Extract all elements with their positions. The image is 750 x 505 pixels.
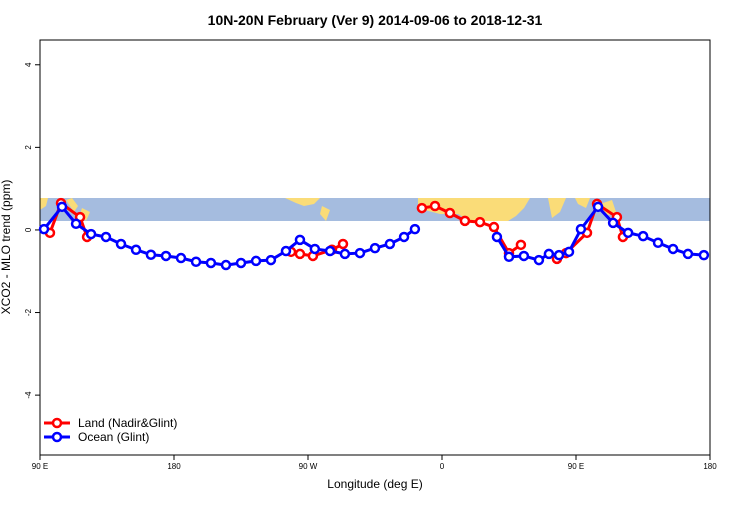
x-tick-label: 0: [440, 462, 445, 471]
data-point: [294, 248, 306, 260]
land-shapes: [40, 198, 616, 221]
data-point: [175, 252, 187, 264]
data-point: [309, 243, 321, 255]
chart-title: 10N-20N February (Ver 9) 2014-09-06 to 2…: [208, 12, 543, 28]
data-point: [235, 257, 247, 269]
y-tick-label: 2: [24, 145, 33, 150]
data-point: [698, 249, 710, 261]
legend-label: Land (Nadir&Glint): [78, 416, 177, 430]
data-point: [160, 250, 172, 262]
legend-marker: [51, 417, 63, 429]
data-point: [515, 239, 527, 251]
data-point: [491, 231, 503, 243]
data-point: [384, 238, 396, 250]
data-point: [563, 246, 575, 258]
data-point: [575, 223, 587, 235]
data-point: [652, 237, 664, 249]
data-point: [637, 230, 649, 242]
data-point: [205, 257, 217, 269]
data-point: [354, 247, 366, 259]
y-axis-label: XCO2 - MLO trend (ppm): [0, 180, 13, 315]
x-axis-label: Longitude (deg E): [327, 477, 422, 491]
data-point: [100, 231, 112, 243]
data-point: [190, 256, 202, 267]
data-point: [607, 217, 619, 229]
data-point: [56, 201, 68, 213]
data-point: [38, 223, 50, 235]
data-point: [130, 244, 142, 256]
data-point: [533, 254, 545, 266]
data-point: [294, 234, 306, 246]
legend-label: Ocean (Glint): [78, 430, 149, 444]
data-point: [488, 221, 500, 233]
data-point: [429, 200, 441, 212]
ocean-strip: [40, 198, 710, 221]
x-tick-label: 90 W: [299, 462, 318, 471]
data-point: [324, 245, 336, 257]
data-point: [250, 255, 262, 267]
data-point: [474, 216, 486, 228]
data-point: [220, 259, 232, 271]
data-point: [667, 243, 679, 255]
data-point: [622, 227, 634, 239]
data-point: [553, 249, 565, 261]
data-point: [337, 238, 349, 250]
y-tick-label: -4: [24, 391, 33, 399]
y-tick-label: 4: [24, 62, 33, 67]
data-point: [543, 248, 555, 260]
legend-marker: [51, 431, 63, 443]
y-tick-label: 0: [24, 227, 33, 232]
data-point: [444, 207, 456, 219]
y-tick-label: -2: [24, 308, 33, 316]
data-point: [115, 238, 127, 250]
data-point: [339, 248, 351, 260]
data-point: [369, 242, 381, 254]
data-point: [518, 250, 530, 262]
data-point: [416, 202, 428, 214]
legend: Land (Nadir&Glint)Ocean (Glint): [44, 416, 177, 444]
data-point: [398, 231, 410, 243]
x-tick-label: 90 E: [568, 462, 584, 471]
data-point: [265, 254, 277, 266]
data-point: [85, 228, 97, 240]
x-tick-label: 90 E: [32, 462, 48, 471]
data-point: [592, 201, 604, 213]
x-tick-label: 180: [167, 462, 181, 471]
series: [38, 201, 710, 271]
data-point: [459, 215, 471, 227]
data-point: [70, 218, 82, 230]
data-point: [145, 249, 157, 260]
data-point: [409, 223, 421, 235]
x-tick-label: 180: [703, 462, 717, 471]
map-strip: [40, 198, 710, 221]
data-point: [682, 248, 694, 260]
data-point: [503, 251, 515, 263]
data-point: [280, 245, 292, 257]
plot-frame: [39, 39, 711, 456]
